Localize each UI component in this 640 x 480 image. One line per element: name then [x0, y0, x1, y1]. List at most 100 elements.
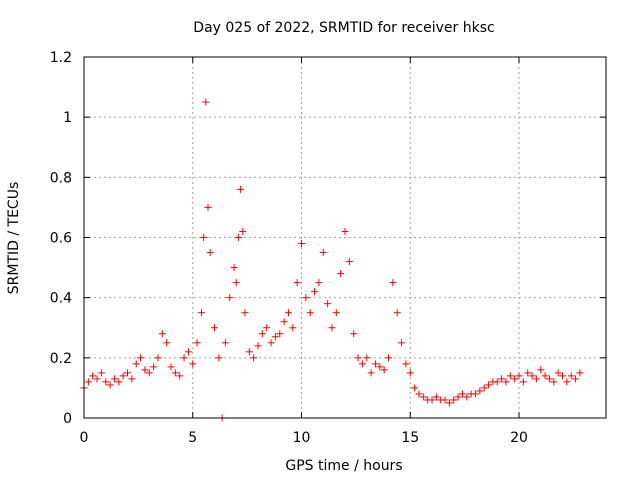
data-point [398, 339, 406, 347]
data-point [385, 354, 392, 362]
data-point [506, 372, 514, 380]
data-point [254, 342, 262, 350]
data-point [411, 384, 419, 392]
x-axis-label: GPS time / hours [285, 458, 402, 474]
data-point [432, 393, 440, 401]
data-point [189, 360, 197, 368]
data-point [389, 279, 397, 287]
data-point [154, 354, 162, 362]
data-point [206, 249, 214, 257]
data-point [537, 366, 545, 374]
data-point [197, 309, 205, 317]
data-point [485, 381, 493, 389]
data-point [380, 366, 388, 374]
data-point [110, 375, 118, 383]
data-point [284, 309, 292, 317]
data-point [132, 360, 140, 368]
data-point [141, 366, 149, 374]
y-tick-label: 0.2 [50, 351, 72, 367]
data-point [150, 363, 158, 371]
data-point [493, 378, 501, 386]
data-point [271, 333, 279, 341]
data-point [324, 300, 332, 308]
data-point [511, 375, 519, 383]
y-tick-label: 1 [63, 110, 72, 126]
data-point [458, 390, 466, 398]
data-point [215, 354, 223, 362]
data-point [258, 330, 266, 338]
data-point [232, 279, 240, 287]
data-point [311, 288, 319, 296]
data-point [97, 369, 105, 377]
data-point [124, 369, 131, 377]
data-points [80, 98, 584, 422]
data-point [472, 390, 479, 398]
data-point [445, 399, 453, 407]
data-point [241, 309, 249, 317]
data-point [428, 396, 436, 404]
data-point [328, 324, 336, 332]
data-point [221, 339, 229, 347]
data-point [267, 339, 275, 347]
x-tick-label: 10 [293, 430, 311, 446]
data-point [176, 372, 184, 380]
data-point [298, 240, 305, 248]
data-point [319, 249, 327, 257]
y-tick-label: 0.8 [50, 170, 72, 186]
x-tick-label: 15 [401, 430, 419, 446]
data-point [363, 354, 371, 362]
data-point [367, 369, 375, 377]
data-point [332, 309, 340, 317]
data-point [406, 369, 414, 377]
data-point [463, 393, 471, 401]
data-point [137, 354, 145, 362]
data-point [315, 279, 323, 287]
y-tick-label: 1.2 [50, 50, 72, 66]
data-point [89, 372, 97, 380]
grid-lines [84, 57, 606, 418]
data-point [119, 372, 127, 380]
data-point [441, 396, 449, 404]
data-point [354, 354, 362, 362]
data-point [350, 330, 358, 338]
data-point [559, 372, 566, 380]
data-point [202, 98, 210, 106]
data-point [576, 369, 584, 377]
data-point [550, 378, 558, 386]
data-point [250, 354, 258, 362]
data-point [106, 381, 114, 389]
data-point [84, 378, 92, 386]
data-point [563, 378, 571, 386]
data-point [402, 360, 410, 368]
data-point [263, 324, 271, 332]
axis-ticks: 0 5 10 15 20 0 0.2 0.4 0.6 0.8 1 1.2 [50, 50, 606, 446]
data-point [554, 369, 562, 377]
data-point [480, 384, 488, 392]
data-point [532, 375, 540, 383]
data-point [306, 309, 314, 317]
data-point [158, 330, 166, 338]
data-point [115, 378, 123, 386]
data-point [371, 360, 379, 368]
data-point [237, 185, 245, 193]
data-point [337, 270, 345, 278]
data-point [302, 294, 310, 302]
data-point [180, 354, 188, 362]
data-point [230, 264, 238, 272]
data-point [239, 227, 247, 235]
data-point [519, 378, 527, 386]
data-point [572, 375, 580, 383]
y-tick-label: 0.4 [50, 291, 72, 307]
data-point [234, 234, 242, 241]
data-point [376, 363, 384, 371]
data-point [341, 227, 349, 235]
y-axis-label: SRMTID / TECUs [6, 182, 22, 295]
data-point [454, 393, 462, 401]
data-point [415, 390, 423, 398]
data-point [419, 393, 427, 401]
data-point [524, 369, 532, 377]
data-point [184, 348, 192, 356]
data-point [163, 339, 171, 347]
x-tick-label: 20 [510, 430, 528, 446]
